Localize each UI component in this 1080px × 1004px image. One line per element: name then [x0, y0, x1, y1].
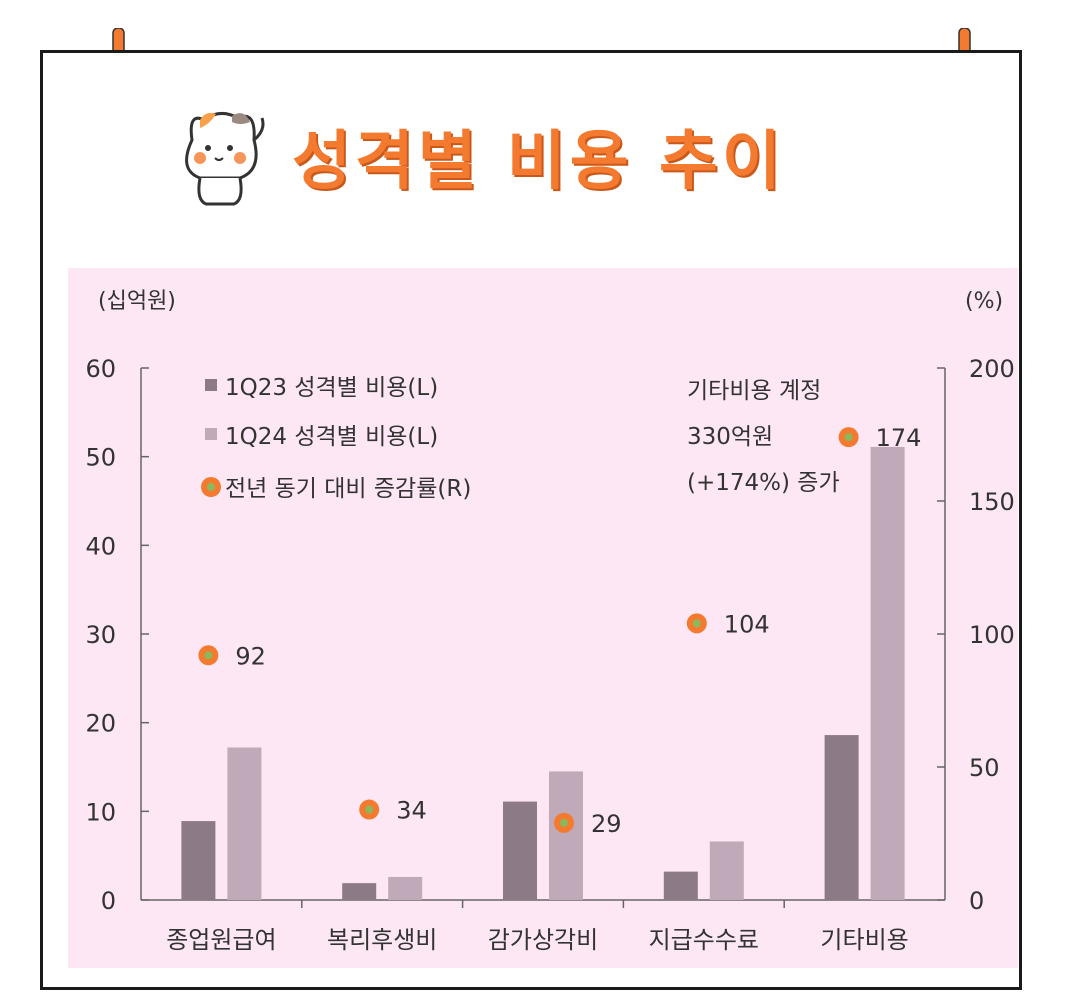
chart-annotation: 기타비용 계정 330억원 (+174%) 증가 — [687, 378, 840, 496]
growth-point-center — [844, 433, 853, 442]
right-tick-label: 50 — [969, 754, 1000, 782]
legend-label: 전년 동기 대비 증감률(R) — [225, 476, 471, 502]
bar-1q24 — [709, 841, 744, 900]
bar-1q23 — [342, 883, 377, 900]
growth-point-label: 104 — [724, 610, 770, 638]
category-label: 종업원급여 — [166, 926, 276, 954]
bar-1q23 — [503, 801, 537, 900]
growth-point-label: 34 — [396, 797, 427, 825]
left-tick-label: 0 — [101, 887, 116, 915]
expense-chart: (십억원) (%) 0 10 20 30 40 50 60 0 50 100 150 200 종업원급여… — [85, 289, 1014, 954]
legend-swatch-1q24 — [205, 428, 217, 440]
annotation-line: 기타비용 계정 — [687, 378, 821, 404]
growth-point-center — [204, 651, 213, 660]
left-tick-label: 20 — [85, 710, 116, 738]
chart-axes: 0 10 20 30 40 50 60 0 50 100 150 200 종업원급여 복리후생비 감가상각비… — [85, 355, 1014, 954]
growth-point-center — [692, 619, 701, 628]
chart-panel: (십억원) (%) 0 10 20 30 40 50 60 0 50 100 150 200 종업원급여… — [68, 268, 1018, 968]
annotation-line: 330억원 — [687, 424, 773, 450]
right-axis-unit: (%) — [965, 289, 1003, 314]
category-label: 지급수수료 — [649, 926, 759, 954]
left-tick-label: 60 — [85, 355, 116, 383]
bar-1q23 — [181, 821, 216, 900]
category-label: 기타비용 — [820, 926, 908, 954]
legend-swatch-1q23 — [205, 379, 217, 391]
left-tick-label: 30 — [85, 621, 116, 649]
left-tick-label: 50 — [85, 444, 116, 472]
legend-label: 1Q24 성격별 비용(L) — [225, 424, 438, 450]
legend-swatch-growth-center — [207, 483, 215, 491]
left-axis-unit: (십억원) — [98, 289, 176, 314]
bar-1q24 — [549, 771, 583, 900]
title-row: 성격별 비용 추이 — [170, 100, 910, 210]
bar-1q24 — [388, 876, 423, 900]
bar-group — [181, 446, 905, 900]
right-tick-label: 0 — [969, 887, 984, 915]
page-title: 성격별 비용 추이 — [292, 125, 785, 199]
growth-point-label: 29 — [591, 810, 622, 838]
right-tick-label: 100 — [969, 621, 1015, 649]
legend-label: 1Q23 성격별 비용(L) — [225, 375, 438, 401]
annotation-line: (+174%) 증가 — [687, 470, 840, 496]
chart-legend: 1Q23 성격별 비용(L) 1Q24 성격별 비용(L) 전년 동기 대비 증감률… — [201, 375, 471, 502]
growth-point-label: 92 — [235, 642, 266, 670]
growth-point-center — [365, 805, 374, 814]
bar-1q24 — [227, 747, 262, 900]
right-tick-label: 200 — [969, 355, 1015, 383]
growth-point-label: 174 — [876, 424, 922, 452]
category-label: 복리후생비 — [327, 926, 437, 954]
growth-points: 92 34 29 104 174 — [198, 424, 921, 838]
category-label: 감가상각비 — [488, 926, 598, 954]
growth-point-center — [560, 818, 568, 827]
cat-mascot-icon — [185, 112, 265, 206]
right-tick-label: 150 — [969, 488, 1015, 516]
left-tick-label: 10 — [85, 798, 116, 826]
bar-1q23 — [663, 871, 698, 900]
bar-1q24 — [870, 446, 905, 900]
left-tick-label: 40 — [85, 532, 116, 560]
bar-1q23 — [824, 735, 859, 900]
